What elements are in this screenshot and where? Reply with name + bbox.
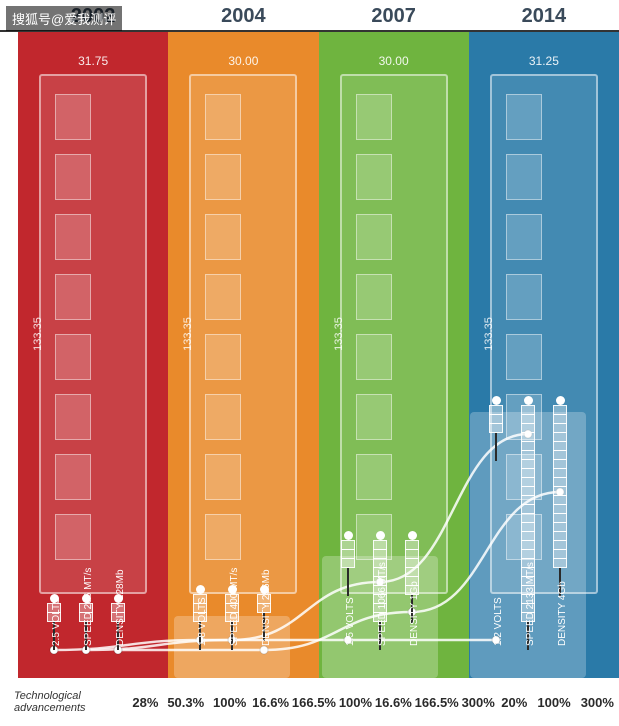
dim-width: 30.00 [342, 54, 446, 68]
ram-chip [356, 154, 392, 200]
pct-value: 300% [581, 695, 614, 710]
dim-height: 133.35 [32, 317, 44, 351]
pct-cell: 16.6%166.5%100% [251, 695, 374, 710]
pct-value: 100% [537, 695, 570, 710]
footer-label: Technological advancements [0, 690, 128, 714]
pct-value: 166.5% [292, 695, 336, 710]
pct-value: 166.5% [415, 695, 459, 710]
panel-ddr3: 30.00133.35DDR3 [319, 32, 469, 678]
ram-chip [506, 514, 542, 560]
pct-value: 100% [213, 695, 246, 710]
ram-chip [506, 94, 542, 140]
pct-value: 100% [339, 695, 372, 710]
pct-value: 16.6% [252, 695, 289, 710]
year-cell: 2014 [469, 0, 619, 30]
pct-cell: 28% 50.3% 100% [128, 695, 251, 710]
ram-chip [356, 394, 392, 440]
ram-chip [506, 334, 542, 380]
ram-chip [356, 454, 392, 500]
ram-chip [205, 394, 241, 440]
ram-chip [55, 514, 91, 560]
dim-height: 133.35 [182, 317, 194, 351]
pct-value: 28% [132, 695, 158, 710]
ram-chip [506, 394, 542, 440]
dim-width: 31.75 [41, 54, 145, 68]
dim-height: 133.35 [332, 317, 344, 351]
ram-chip [356, 94, 392, 140]
ram-chip [55, 214, 91, 260]
ram-chip [205, 514, 241, 560]
ram-chip [55, 334, 91, 380]
ram-chip [506, 154, 542, 200]
panel-ddr2: 30.00133.35DDR2 [168, 32, 318, 678]
ram-chip [356, 334, 392, 380]
footer-pct-row: 28%50.3%100%16.6%166.5%100%16.6%166.5%30… [128, 695, 619, 710]
year-cell: 2007 [319, 0, 469, 30]
pct-cell: 16.6%166.5%300% [374, 695, 497, 710]
ram-chip [55, 94, 91, 140]
pct-value: 16.6% [375, 695, 412, 710]
ram-chip [205, 334, 241, 380]
ram-chip [55, 394, 91, 440]
ram-chip [205, 274, 241, 320]
ram-chip [205, 94, 241, 140]
year-cell: 2004 [168, 0, 318, 30]
pct-value: 50.3% [167, 695, 204, 710]
pct-value: 20% [501, 695, 527, 710]
ram-chip [356, 514, 392, 560]
ram-chip [205, 454, 241, 500]
panel-ddr4: 31.25133.35DDR4 [469, 32, 619, 678]
ram-chip [55, 454, 91, 500]
dim-width: 30.00 [191, 54, 295, 68]
ram-chip [205, 214, 241, 260]
ram-module: 31.25133.35 [490, 74, 598, 594]
dim-height: 133.35 [483, 317, 495, 351]
watermark: 搜狐号@爱我测评 [6, 6, 122, 31]
ram-chip [506, 214, 542, 260]
pct-value: 300% [462, 695, 495, 710]
ram-chip [506, 274, 542, 320]
footer: Technological advancements 28%50.3%100%1… [0, 678, 619, 726]
ram-chip [205, 154, 241, 200]
ram-chip [55, 274, 91, 320]
ram-module: 30.00133.35 [189, 74, 297, 594]
ram-module: 30.00133.35 [340, 74, 448, 594]
ram-chip [356, 274, 392, 320]
ram-chip [506, 454, 542, 500]
pct-cell: 20% 100% 300% [496, 695, 619, 710]
dim-width: 31.25 [492, 54, 596, 68]
ram-module: 31.75133.35 [39, 74, 147, 594]
panels-row: 31.75133.35DDR30.00133.35DDR230.00133.35… [0, 32, 619, 678]
panel-ddr1: 31.75133.35DDR [18, 32, 168, 678]
ram-chip [356, 214, 392, 260]
ram-chip [55, 154, 91, 200]
